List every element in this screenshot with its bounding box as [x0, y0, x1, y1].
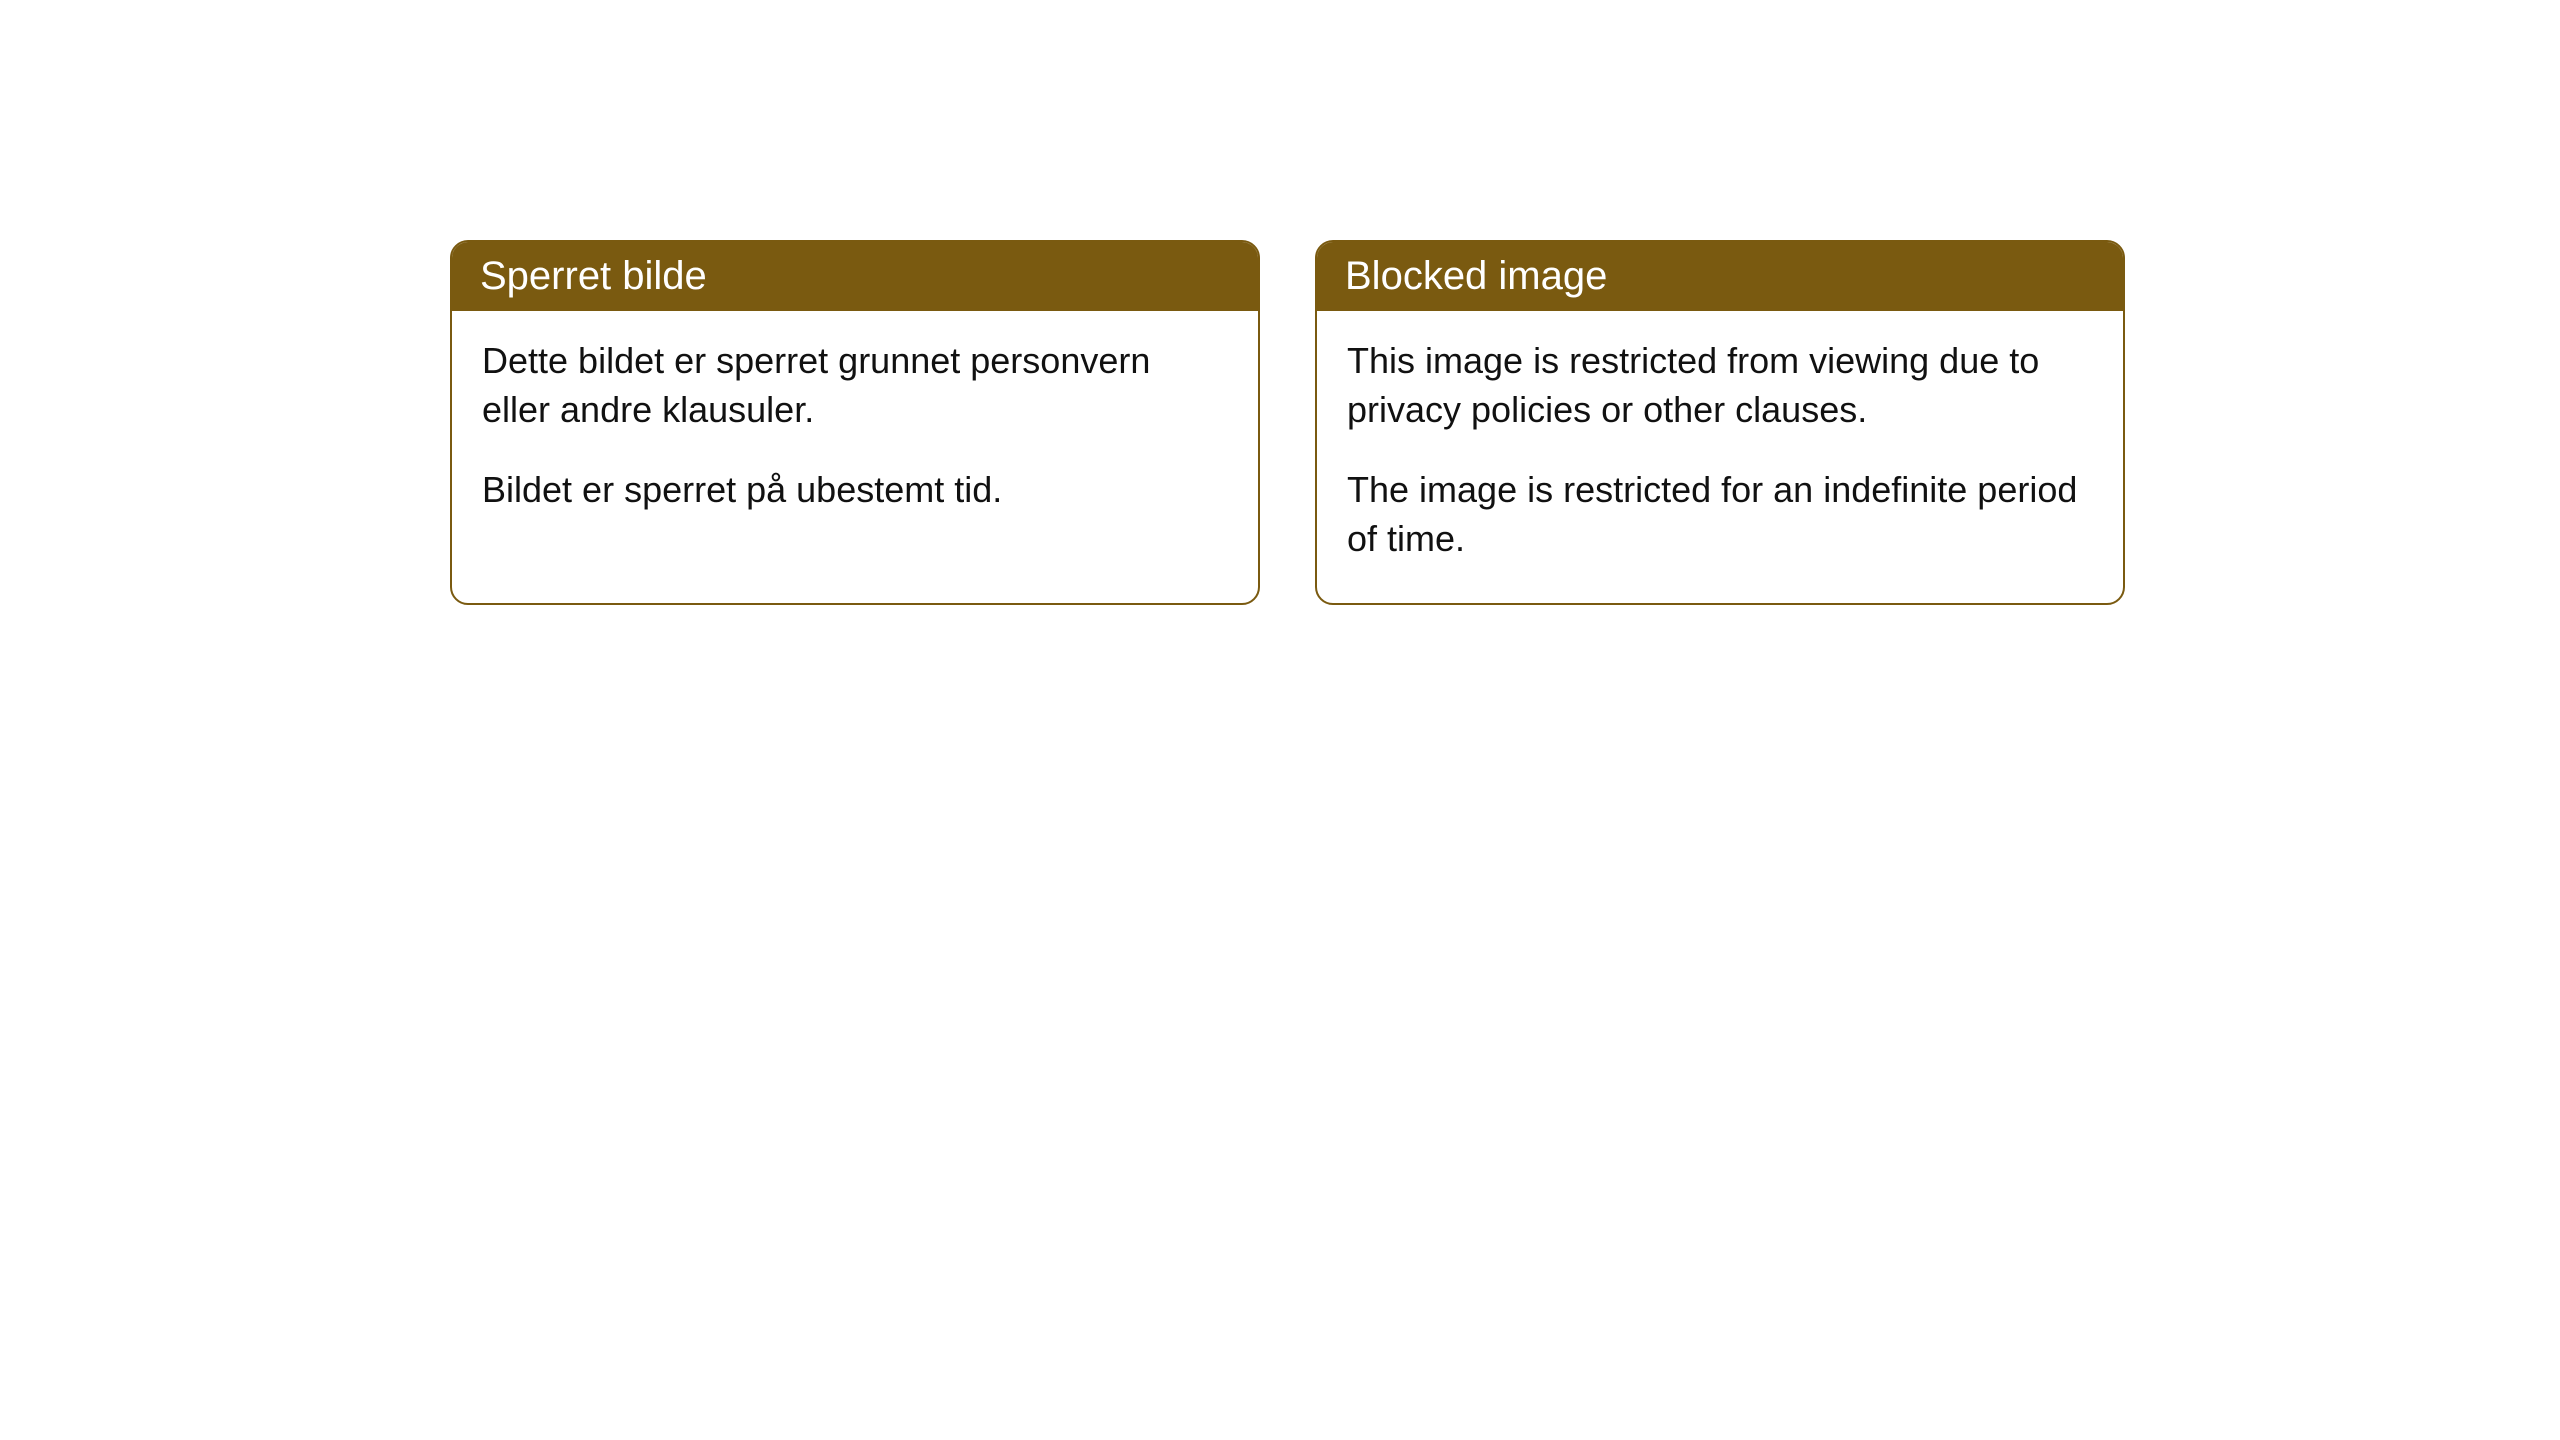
- card-paragraph: Dette bildet er sperret grunnet personve…: [482, 337, 1228, 434]
- card-paragraph: The image is restricted for an indefinit…: [1347, 466, 2093, 563]
- card-header: Sperret bilde: [452, 242, 1258, 311]
- card-body: This image is restricted from viewing du…: [1317, 311, 2123, 603]
- card-paragraph: This image is restricted from viewing du…: [1347, 337, 2093, 434]
- card-header: Blocked image: [1317, 242, 2123, 311]
- card-paragraph: Bildet er sperret på ubestemt tid.: [482, 466, 1228, 515]
- blocked-image-card-no: Sperret bilde Dette bildet er sperret gr…: [450, 240, 1260, 605]
- blocked-image-card-en: Blocked image This image is restricted f…: [1315, 240, 2125, 605]
- cards-container: Sperret bilde Dette bildet er sperret gr…: [450, 240, 2125, 605]
- card-body: Dette bildet er sperret grunnet personve…: [452, 311, 1258, 555]
